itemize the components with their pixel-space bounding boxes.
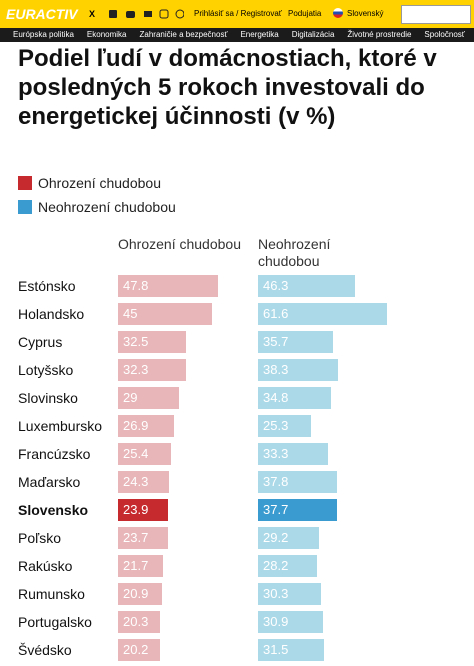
bar: 46.3 [258, 275, 355, 297]
category-label: Slovinsko [18, 390, 78, 406]
bar: 45 [118, 303, 213, 325]
bar: 23.7 [118, 527, 168, 549]
search-box[interactable] [401, 5, 471, 24]
flag-icon [333, 8, 343, 18]
bar: 20.3 [118, 611, 161, 633]
bar: 20.9 [118, 583, 162, 605]
bar: 25.4 [118, 443, 172, 465]
category-label: Švédsko [18, 642, 72, 658]
bar: 20.2 [118, 639, 161, 661]
bar: 34.8 [258, 387, 331, 409]
bar: 23.9 [118, 499, 168, 521]
youtube-icon[interactable] [126, 11, 135, 18]
bar: 24.3 [118, 471, 169, 493]
legend-label: Ohrození chudobou [38, 175, 161, 191]
bar: 28.2 [258, 555, 317, 577]
category-label: Maďarsko [18, 474, 81, 490]
bar: 25.3 [258, 415, 311, 437]
bar: 26.9 [118, 415, 175, 437]
bar: 30.9 [258, 611, 323, 633]
bar: 29.2 [258, 527, 320, 549]
bar: 47.8 [118, 275, 218, 297]
events-link[interactable]: Podujatia [288, 9, 322, 18]
logo[interactable]: EURACTIV [6, 6, 78, 22]
nav-link[interactable]: Európska politika [13, 30, 74, 39]
category-label: Rakúsko [18, 558, 73, 574]
category-label: Portugalsko [18, 614, 92, 630]
category-label: Slovensko [18, 502, 89, 518]
nav-link[interactable]: Ekonomika [86, 30, 127, 39]
legend-swatch [18, 176, 32, 190]
legend-swatch [18, 200, 32, 214]
bar: 21.7 [118, 555, 164, 577]
chart-title: Podiel ľudí v domácnostiach, ktoré v pos… [18, 45, 437, 130]
category-label: Estónsko [18, 278, 76, 294]
category-label: Luxembursko [18, 418, 103, 434]
category-label: Rumunsko [18, 586, 85, 602]
podcast-icon[interactable] [175, 9, 184, 19]
login-link[interactable]: Prihlásiť sa / Registrovať [194, 9, 282, 18]
category-label: Lotyšsko [18, 362, 74, 378]
category-label: Holandsko [18, 306, 85, 322]
nav-bar: Európska politika Ekonomika Zahraničie a b… [0, 28, 474, 42]
facebook-icon[interactable] [109, 10, 117, 18]
bar: 31.5 [258, 639, 324, 661]
x-icon[interactable]: X [89, 9, 95, 19]
category-label: Francúzsko [18, 446, 91, 462]
legend-label: Neohrození chudobou [38, 199, 176, 215]
nav-link[interactable]: Spoločnosť [424, 30, 465, 39]
social-icons: X [89, 9, 184, 19]
category-label: Cyprus [18, 334, 63, 350]
nav-link[interactable]: Životné prostredie [347, 30, 412, 39]
mail-icon[interactable] [144, 11, 152, 17]
language-select[interactable]: Slovenský [347, 9, 384, 18]
bar: 32.3 [118, 359, 186, 381]
column-header: Neohrození chudobou [258, 236, 331, 269]
column-header: Ohrození chudobou [118, 236, 241, 252]
category-label: Poľsko [18, 530, 61, 546]
bar: 61.6 [258, 303, 387, 325]
bar: 29 [118, 387, 179, 409]
bar: 33.3 [258, 443, 328, 465]
bar: 32.5 [118, 331, 186, 353]
header: EURACTIV X Prihlásiť sa / Registrovať Po… [0, 0, 474, 28]
bar: 30.3 [258, 583, 322, 605]
bar: 35.7 [258, 331, 333, 353]
bar: 37.7 [258, 499, 337, 521]
instagram-icon[interactable] [159, 9, 169, 19]
bar: 37.8 [258, 471, 337, 493]
nav-link[interactable]: Energetika [240, 30, 279, 39]
nav-link[interactable]: Zahraničie a bezpečnosť [139, 30, 228, 39]
bar: 38.3 [258, 359, 339, 381]
nav-link[interactable]: Digitalizácia [291, 30, 335, 39]
